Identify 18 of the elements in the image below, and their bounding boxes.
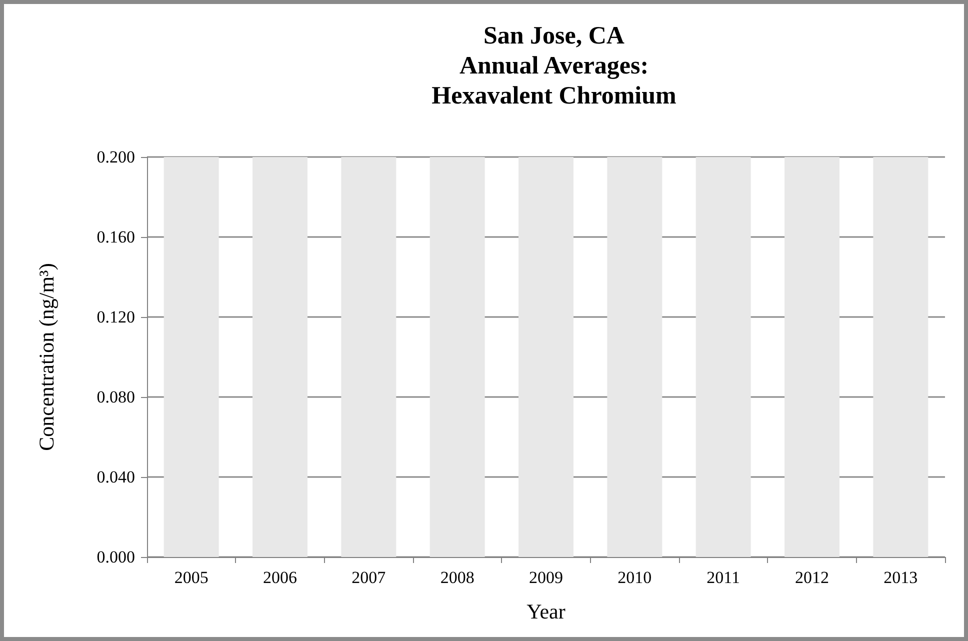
y-tick-label: 0.160 xyxy=(96,228,135,246)
x-tick-label: 2007 xyxy=(352,568,386,587)
y-tick-label: 0.080 xyxy=(96,388,135,406)
x-tick-label: 2005 xyxy=(174,568,208,587)
chart-title: San Jose, CA Annual Averages: Hexavalent Chromium xyxy=(432,22,677,110)
x-tick-label: 2009 xyxy=(529,568,563,587)
x-tick-label: 2011 xyxy=(706,568,740,587)
x-tick-label: 2012 xyxy=(795,568,829,587)
x-tick-label: 2006 xyxy=(263,568,297,587)
x-tick-label: 2008 xyxy=(440,568,474,587)
x-axis-title: Year xyxy=(526,600,566,624)
y-tick-label: 0.200 xyxy=(96,148,135,166)
y-tick-label: 0.040 xyxy=(96,468,135,486)
x-tick-label: 2010 xyxy=(618,568,652,587)
y-axis-title: Concentration (ng/m³) xyxy=(34,263,58,451)
y-tick-label: 0.000 xyxy=(96,548,135,566)
y-tick-label: 0.120 xyxy=(96,308,135,326)
x-tick-label: 2013 xyxy=(884,568,918,587)
